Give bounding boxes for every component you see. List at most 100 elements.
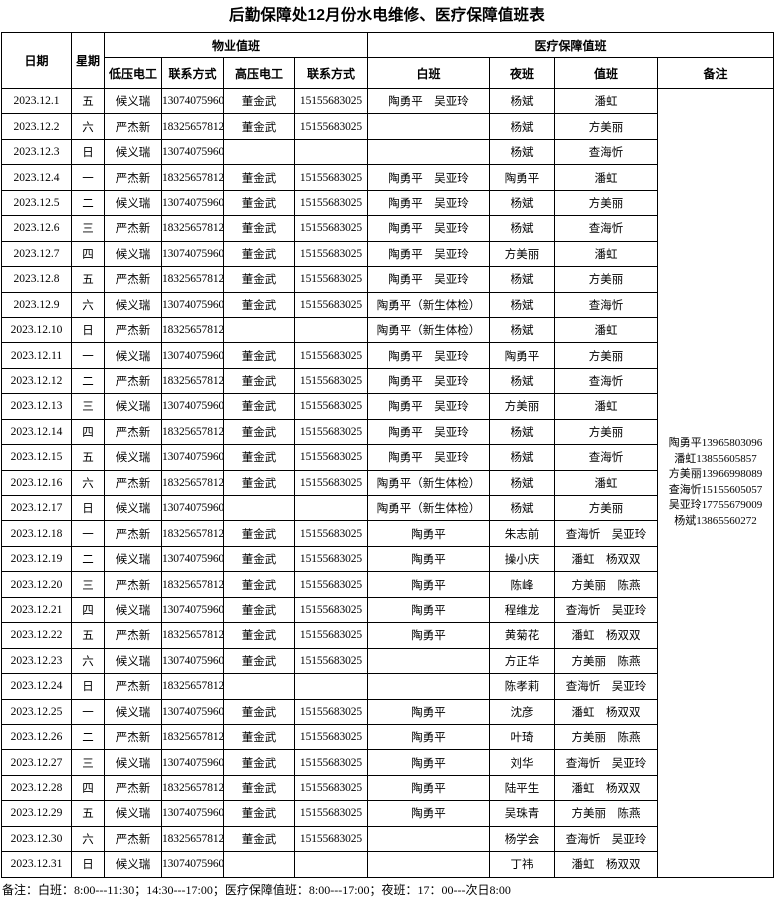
on-duty-cell: 方美丽 xyxy=(554,113,659,140)
table-row: 2023.12.6 三严杰新 18325657812 董金武 15155683025 陶勇… xyxy=(1,215,774,242)
date-cell: 2023.12.22 xyxy=(1,622,72,649)
column-header-on-duty: 值班 xyxy=(554,57,659,89)
date-cell: 2023.12.24 xyxy=(1,673,72,700)
low-voltage-contact-cell: 18325657812 xyxy=(161,774,224,802)
table-row: 2023.12.27 三候义瑞 13074075960 董金武 15155683025 陶… xyxy=(1,749,774,776)
table-row: 2023.12.5 二候义瑞 13074075960 董金武 15155683025 陶勇… xyxy=(1,189,774,217)
weekday-cell: 二 xyxy=(71,723,105,751)
date-cell: 2023.12.17 xyxy=(1,494,72,522)
night-shift-cell: 杨斌 xyxy=(489,266,556,293)
day-shift-cell: 陶勇平（新生体检） xyxy=(367,494,491,522)
weekday-cell: 一 xyxy=(71,164,105,191)
low-voltage-contact-cell: 18325657812 xyxy=(161,113,224,140)
table-row: 2023.12.19 二候义瑞 13074075960 董金武 15155683025 陶… xyxy=(1,545,774,573)
weekday-cell: 六 xyxy=(71,113,105,140)
date-cell: 2023.12.15 xyxy=(1,444,72,471)
table-row: 2023.12.10 日严杰新 18325657812 陶勇平（新生体检） 杨斌 潘虹 xyxy=(1,316,774,344)
date-cell: 2023.12.25 xyxy=(1,698,72,725)
low-voltage-electrician-cell: 严杰新 xyxy=(104,266,162,293)
weekday-cell: 四 xyxy=(71,596,105,624)
high-voltage-contact-cell: 15155683025 xyxy=(293,418,369,446)
weekday-cell: 六 xyxy=(71,469,105,497)
low-voltage-contact-cell: 13074075960 xyxy=(161,189,224,217)
table-row: 2023.12.15 五候义瑞 13074075960 董金武 15155683025 陶… xyxy=(1,444,774,471)
remark-contact-line: 潘虹13855605857 xyxy=(674,452,757,465)
day-shift-cell: 陶勇平 吴亚玲 xyxy=(367,367,491,395)
night-shift-cell: 杨斌 xyxy=(489,316,556,344)
remark-contact-line: 杨斌13865560272 xyxy=(674,514,757,527)
night-shift-cell: 陆平生 xyxy=(489,774,556,802)
high-voltage-electrician-cell: 董金武 xyxy=(223,87,295,115)
night-shift-cell: 陈孝莉 xyxy=(489,673,556,700)
low-voltage-contact-cell: 13074075960 xyxy=(161,545,224,573)
low-voltage-electrician-cell: 严杰新 xyxy=(104,469,162,497)
on-duty-cell: 潘虹 杨双双 xyxy=(554,851,659,878)
high-voltage-electrician-cell: 董金武 xyxy=(223,342,295,369)
low-voltage-contact-cell: 18325657812 xyxy=(161,571,224,598)
on-duty-cell: 方美丽 陈燕 xyxy=(554,571,659,598)
low-voltage-electrician-cell: 候义瑞 xyxy=(104,596,162,624)
day-shift-cell xyxy=(367,673,491,700)
high-voltage-contact-cell: 15155683025 xyxy=(293,113,369,140)
high-voltage-contact-cell: 15155683025 xyxy=(293,622,369,649)
night-shift-cell: 杨斌 xyxy=(489,291,556,318)
night-shift-cell: 丁祎 xyxy=(489,851,556,878)
high-voltage-electrician-cell xyxy=(223,673,295,700)
day-shift-cell: 陶勇平 吴亚玲 xyxy=(367,215,491,242)
date-cell: 2023.12.28 xyxy=(1,774,72,802)
day-shift-cell: 陶勇平 吴亚玲 xyxy=(367,418,491,446)
table-row: 2023.12.28 四严杰新 18325657812 董金武 15155683025 陶… xyxy=(1,774,774,802)
on-duty-cell: 查海忻 吴亚玲 xyxy=(554,749,659,776)
high-voltage-contact-cell: 15155683025 xyxy=(293,189,369,217)
on-duty-cell: 方美丽 xyxy=(554,266,659,293)
low-voltage-contact-cell: 18325657812 xyxy=(161,367,224,395)
high-voltage-contact-cell xyxy=(293,316,369,344)
high-voltage-electrician-cell: 董金武 xyxy=(223,723,295,751)
on-duty-cell: 潘虹 杨双双 xyxy=(554,698,659,725)
date-cell: 2023.12.2 xyxy=(1,113,72,140)
on-duty-cell: 查海忻 xyxy=(554,291,659,318)
weekday-cell: 五 xyxy=(71,622,105,649)
high-voltage-electrician-cell: 董金武 xyxy=(223,825,295,853)
high-voltage-electrician-cell: 董金武 xyxy=(223,164,295,191)
low-voltage-electrician-cell: 候义瑞 xyxy=(104,189,162,217)
low-voltage-electrician-cell: 候义瑞 xyxy=(104,240,162,268)
remark-contact-line: 方美丽13966998089 xyxy=(668,468,763,481)
low-voltage-contact-cell: 18325657812 xyxy=(161,825,224,853)
column-header-date: 日期 xyxy=(1,32,72,89)
on-duty-cell: 查海忻 吴亚玲 xyxy=(554,825,659,853)
low-voltage-contact-cell: 13074075960 xyxy=(161,749,224,776)
low-voltage-electrician-cell: 严杰新 xyxy=(104,316,162,344)
date-cell: 2023.12.10 xyxy=(1,316,72,344)
weekday-cell: 日 xyxy=(71,673,105,700)
table-row: 2023.12.25 一候义瑞 13074075960 董金武 15155683025 陶… xyxy=(1,698,774,725)
weekday-cell: 日 xyxy=(71,316,105,344)
date-cell: 2023.12.7 xyxy=(1,240,72,268)
low-voltage-electrician-cell: 严杰新 xyxy=(104,520,162,547)
high-voltage-electrician-cell: 董金武 xyxy=(223,367,295,395)
on-duty-cell: 方美丽 xyxy=(554,418,659,446)
night-shift-cell: 黄菊花 xyxy=(489,622,556,649)
remark-cell: 陶勇平13965803096 潘虹13855605857 方美丽1396699808… xyxy=(657,88,774,878)
high-voltage-contact-cell: 15155683025 xyxy=(293,291,369,318)
night-shift-cell: 杨学会 xyxy=(489,825,556,853)
day-shift-cell: 陶勇平 吴亚玲 xyxy=(367,444,491,471)
weekday-cell: 四 xyxy=(71,240,105,268)
on-duty-cell: 潘虹 xyxy=(554,87,659,115)
table-row: 2023.12.13 三候义瑞 13074075960 董金武 15155683025 陶… xyxy=(1,393,774,420)
day-shift-cell: 陶勇平 xyxy=(367,622,491,649)
low-voltage-contact-cell: 18325657812 xyxy=(161,164,224,191)
high-voltage-contact-cell: 15155683025 xyxy=(293,215,369,242)
day-shift-cell: 陶勇平 xyxy=(367,800,491,827)
on-duty-cell: 潘虹 xyxy=(554,164,659,191)
date-cell: 2023.12.31 xyxy=(1,851,72,878)
low-voltage-electrician-cell: 严杰新 xyxy=(104,774,162,802)
remark-contact-line: 吴亚玲17755679009 xyxy=(668,499,763,512)
low-voltage-electrician-cell: 候义瑞 xyxy=(104,545,162,573)
low-voltage-contact-cell: 13074075960 xyxy=(161,596,224,624)
high-voltage-contact-cell: 15155683025 xyxy=(293,647,369,675)
remark-contact-line: 陶勇平13965803096 xyxy=(668,437,763,450)
low-voltage-electrician-cell: 候义瑞 xyxy=(104,749,162,776)
remark-contact-line: 查海忻15155605057 xyxy=(668,483,763,496)
high-voltage-contact-cell: 15155683025 xyxy=(293,800,369,827)
